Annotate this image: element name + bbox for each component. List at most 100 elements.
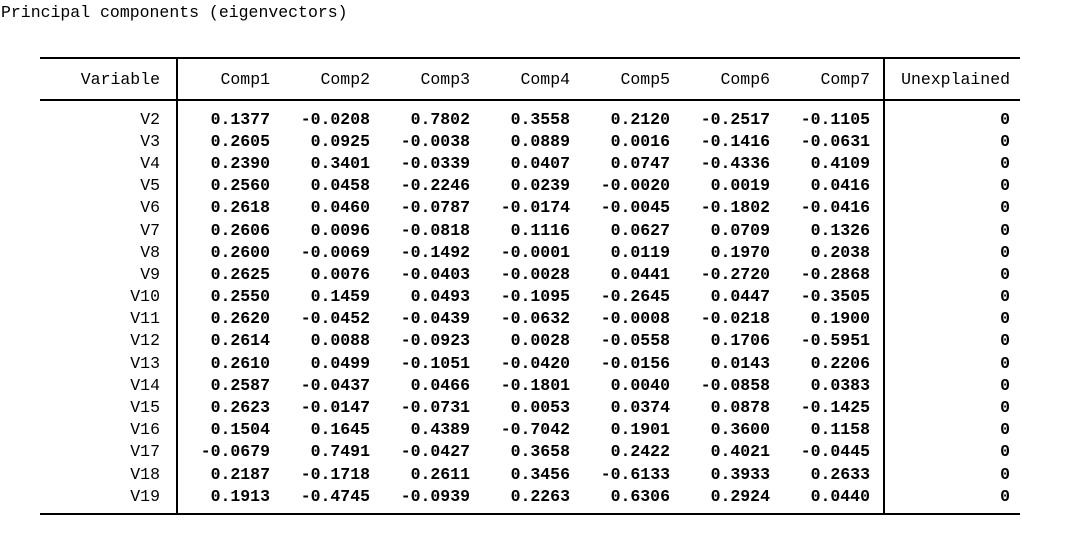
eigenvector-value: 0.2606 [210,220,270,240]
variable-label: V17 [130,442,160,462]
column-header-comp7: Comp7 [820,69,870,89]
eigenvector-value: 0.2120 [610,109,670,129]
eigenvector-value: 0.0407 [510,153,570,173]
table-row: V19 0.1913 -0.4745 -0.0939 0.2263 0.6306 0.292… [40,485,1020,507]
variable-column-divider [176,59,178,514]
eigenvector-value: -0.0731 [400,398,470,418]
eigenvector-value: 0.0028 [510,331,570,351]
unexplained-value: 0 [1000,131,1010,151]
eigenvector-value: -0.1095 [500,287,570,307]
eigenvector-value: 0.2611 [410,464,470,484]
table-row: V14 0.2587 -0.0437 0.0466 -0.1801 0.0040 -0.08… [40,374,1020,396]
eigenvector-value: -0.0420 [500,353,570,373]
eigenvector-value: 0.2924 [710,486,770,506]
eigenvector-value: -0.0156 [600,353,670,373]
eigenvector-value: 0.0447 [710,287,770,307]
eigenvector-value: 0.0374 [610,398,670,418]
eigenvector-value: 0.3658 [510,442,570,462]
eigenvector-value: -0.2868 [800,264,870,284]
eigenvector-value: -0.0001 [500,242,570,262]
eigenvector-value: 0.2038 [810,242,870,262]
unexplained-value: 0 [1000,176,1010,196]
eigenvector-value: 0.1158 [810,420,870,440]
eigenvector-value: 0.0709 [710,220,770,240]
eigenvector-value: -0.0218 [700,309,770,329]
eigenvector-value: 0.7802 [410,109,470,129]
eigenvector-value: 0.0925 [310,131,370,151]
variable-label: V15 [130,398,160,418]
eigenvector-value: 0.2620 [210,309,270,329]
unexplained-value: 0 [1000,242,1010,262]
eigenvector-value: -0.0208 [300,109,370,129]
eigenvector-value: -0.3505 [800,287,870,307]
eigenvector-value: 0.2187 [210,464,270,484]
eigenvector-value: -0.0028 [500,264,570,284]
eigenvectors-table: Variable Comp1 Comp2 Comp3 Comp4 Comp5 Comp6 Co… [40,57,1020,516]
eigenvector-value: 0.1970 [710,242,770,262]
column-header-comp2: Comp2 [320,69,370,89]
eigenvector-value: 0.0440 [810,486,870,506]
variable-label: V4 [140,153,160,173]
table-row: V2 0.1377 -0.0208 0.7802 0.3558 0.2120 -0.2517… [40,108,1020,130]
eigenvector-value: 0.0143 [710,353,770,373]
variable-label: V6 [140,198,160,218]
eigenvector-value: 0.0416 [810,176,870,196]
eigenvector-value: 0.3600 [710,420,770,440]
eigenvector-value: 0.0040 [610,375,670,395]
eigenvector-value: 0.0076 [310,264,370,284]
eigenvector-value: -0.6133 [600,464,670,484]
eigenvector-value: -0.0038 [400,131,470,151]
variable-label: V18 [130,464,160,484]
eigenvector-value: -0.1801 [500,375,570,395]
column-header-comp4: Comp4 [520,69,570,89]
eigenvector-value: -0.5951 [800,331,870,351]
eigenvector-value: 0.0878 [710,398,770,418]
column-header-unexplained: Unexplained [901,69,1010,89]
eigenvector-value: 0.0019 [710,176,770,196]
eigenvector-value: 0.0460 [310,198,370,218]
eigenvector-value: -0.1718 [300,464,370,484]
eigenvector-value: 0.0627 [610,220,670,240]
eigenvector-value: -0.0923 [400,331,470,351]
eigenvector-value: 0.1913 [210,486,270,506]
eigenvector-value: 0.6306 [610,486,670,506]
variable-label: V8 [140,242,160,262]
eigenvector-value: 0.1901 [610,420,670,440]
column-header-variable: Variable [80,69,160,89]
eigenvector-value: -0.2517 [700,109,770,129]
eigenvector-value: -0.0679 [200,442,270,462]
table-row: V16 0.1504 0.1645 0.4389 -0.7042 0.1901 0.3600… [40,419,1020,441]
eigenvector-value: 0.1504 [210,420,270,440]
eigenvector-value: 0.2623 [210,398,270,418]
unexplained-value: 0 [1000,309,1010,329]
column-header-comp5: Comp5 [620,69,670,89]
table-row: V9 0.2625 0.0076 -0.0403 -0.0028 0.0441 -0.272… [40,263,1020,285]
eigenvector-value: 0.4109 [810,153,870,173]
unexplained-value: 0 [1000,220,1010,240]
table-row: V17 -0.0679 0.7491 -0.0427 0.3658 0.2422 0.402… [40,441,1020,463]
eigenvector-value: 0.2550 [210,287,270,307]
variable-label: V5 [140,176,160,196]
variable-label: V11 [130,309,160,329]
column-header-comp1: Comp1 [220,69,270,89]
column-header-comp3: Comp3 [420,69,470,89]
table-row: V18 0.2187 -0.1718 0.2611 0.3456 -0.6133 0.393… [40,463,1020,485]
eigenvector-value: -0.0339 [400,153,470,173]
table-row: V10 0.2550 0.1459 0.0493 -0.1095 -0.2645 0.044… [40,286,1020,308]
eigenvector-value: 0.4389 [410,420,470,440]
eigenvector-value: 0.2422 [610,442,670,462]
unexplained-value: 0 [1000,442,1010,462]
unexplained-column-divider [883,59,885,514]
eigenvector-value: -0.7042 [500,420,570,440]
eigenvector-value: 0.0053 [510,398,570,418]
eigenvector-value: -0.0069 [300,242,370,262]
eigenvector-value: 0.2610 [210,353,270,373]
unexplained-value: 0 [1000,464,1010,484]
eigenvector-value: 0.2618 [210,198,270,218]
variable-label: V12 [130,331,160,351]
table-row: V4 0.2390 0.3401 -0.0339 0.0407 0.0747 -0.4336… [40,152,1020,174]
table-body: V2 0.1377 -0.0208 0.7802 0.3558 0.2120 -0.2517… [40,101,1020,513]
eigenvector-value: -0.1051 [400,353,470,373]
eigenvector-value: 0.2560 [210,176,270,196]
